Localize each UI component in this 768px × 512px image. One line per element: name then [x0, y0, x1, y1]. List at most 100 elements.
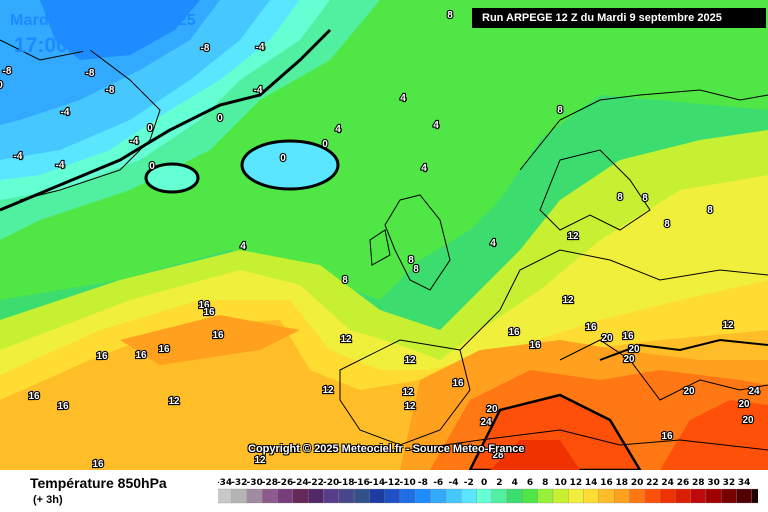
- isotherm-label: 16: [92, 459, 104, 470]
- isotherm-label: -4: [14, 151, 23, 162]
- isotherm-label: 16: [452, 378, 464, 389]
- legend-swatch: [415, 488, 431, 504]
- legend-swatch: [369, 488, 385, 504]
- valid-date: Mardi 9 septembre 2025: [10, 12, 196, 29]
- legend-swatch: [736, 488, 752, 504]
- isotherm-label: -8: [86, 68, 95, 79]
- legend-swatch: [460, 488, 477, 504]
- isotherm-label: 8: [707, 205, 713, 216]
- coastline-iberia: [339, 339, 471, 446]
- isotherm-label: 12: [722, 320, 734, 331]
- isotherm-label: 16: [529, 340, 541, 351]
- legend-tick-label: -16: [354, 478, 370, 488]
- legend-tick-label: 18: [616, 478, 629, 488]
- isotherm-label: 16: [661, 431, 673, 442]
- legend-tick-label: -2: [464, 478, 474, 488]
- isotherm-label: 16: [198, 300, 210, 311]
- legend-tick-label: 10: [554, 478, 567, 488]
- isotherm-label: 12: [404, 401, 416, 412]
- isotherm-label: 8: [408, 255, 414, 266]
- isotherm-label: 4: [335, 124, 341, 135]
- legend-swatch: [613, 488, 630, 504]
- legend-swatch: [690, 488, 707, 504]
- legend-swatch: [323, 488, 339, 504]
- legend-swatch: [476, 488, 492, 504]
- isotherm-label: 0: [149, 161, 155, 172]
- field-8-10: [0, 0, 768, 300]
- legend-tick-label: 8: [542, 478, 548, 488]
- isotherm-label: 20: [738, 399, 750, 410]
- legend-tick-label: -32: [231, 478, 247, 488]
- legend-tick-label: 28: [692, 478, 705, 488]
- isotherm-label: 24: [748, 386, 760, 397]
- isotherm-label: 16: [158, 344, 170, 355]
- legend-tick-label: 14: [585, 478, 598, 488]
- isotherm-label: 12: [567, 231, 579, 242]
- isotherm-label: 12: [254, 455, 266, 466]
- isotherm-label: 20: [628, 344, 640, 355]
- isotherm-label: 8: [413, 264, 419, 275]
- legend-swatch: [353, 488, 370, 504]
- legend-swatch: [629, 488, 645, 504]
- forecast-step: (+ 3h): [33, 494, 63, 506]
- isotherm-label: 12: [340, 334, 352, 345]
- copyright-notice: Copyright © 2025 Meteociel.fr - Source M…: [248, 443, 525, 455]
- legend-swatch: [338, 488, 355, 504]
- isotherm-label: 0: [217, 113, 223, 124]
- legend-tick-label: 20: [631, 478, 644, 488]
- isotherm-label: 16: [28, 391, 40, 402]
- legend-tick-label: -18: [338, 478, 354, 488]
- legend-swatch: [659, 488, 676, 504]
- cold-pocket-west: [144, 162, 200, 194]
- legend-tick-label: -34: [218, 478, 232, 488]
- isotherm-label: 12: [322, 385, 334, 396]
- isotherm-label: 8: [642, 193, 648, 204]
- legend-swatch: [552, 488, 569, 504]
- coastline-scandinavia: [519, 89, 768, 231]
- isotherm-label: 8: [342, 275, 348, 286]
- legend-tick-label: -14: [369, 478, 385, 488]
- isotherm-label: -8: [3, 66, 12, 77]
- isotherm-label: 4: [490, 238, 496, 249]
- legend-tick-label: 6: [527, 478, 533, 488]
- legend-tick-label: 22: [646, 478, 659, 488]
- legend-swatch: [308, 488, 324, 504]
- isotherm-label: 16: [135, 350, 147, 361]
- coastline-uk: [369, 194, 451, 291]
- isotherm-label: 16: [508, 327, 520, 338]
- coastline-africa: [409, 429, 768, 451]
- legend-tick-label: 24: [661, 478, 674, 488]
- legend-swatch: [705, 488, 722, 504]
- temperature-map: -8-8-8-8-4-4-4-4-4-400000044444488888888…: [0, 0, 768, 470]
- legend-tick-label: -8: [418, 478, 428, 488]
- legend-tick-label: -26: [277, 478, 293, 488]
- isotherm-label: 8: [617, 192, 623, 203]
- isotherm-label: -4: [254, 85, 263, 96]
- legend-swatch: [751, 488, 758, 504]
- legend-swatch: [598, 488, 615, 504]
- isotherm-label: -4: [256, 42, 265, 53]
- legend-tick-label: 34: [738, 478, 751, 488]
- isotherm-label: 16: [203, 307, 215, 318]
- isotherm-label: 12: [402, 387, 414, 398]
- valid-time: 17:00 locale: [14, 34, 134, 57]
- map-footer: Température 850hPa (+ 3h) -34-32-30-28-2…: [0, 470, 768, 512]
- legend-swatch: [506, 488, 523, 504]
- legend-tick-label: -24: [292, 478, 308, 488]
- legend-swatch: [384, 488, 401, 504]
- isotherm-label: 20: [601, 333, 613, 344]
- legend-swatch: [262, 488, 278, 504]
- isotherm-label: 20: [623, 354, 635, 365]
- isotherm-label: 16: [622, 331, 634, 342]
- isotherm-label: 0: [0, 80, 3, 91]
- isotherm-label: 8: [664, 219, 670, 230]
- field-24-26: [660, 400, 768, 470]
- legend-swatch: [522, 488, 538, 504]
- isotherm-twenty: [599, 338, 768, 361]
- legend-tick-label: 4: [512, 478, 518, 488]
- legend-swatch: [568, 488, 584, 504]
- legend-tick-label: 12: [570, 478, 583, 488]
- isotherm-label: 16: [585, 322, 597, 333]
- legend-tick-label: -10: [399, 478, 415, 488]
